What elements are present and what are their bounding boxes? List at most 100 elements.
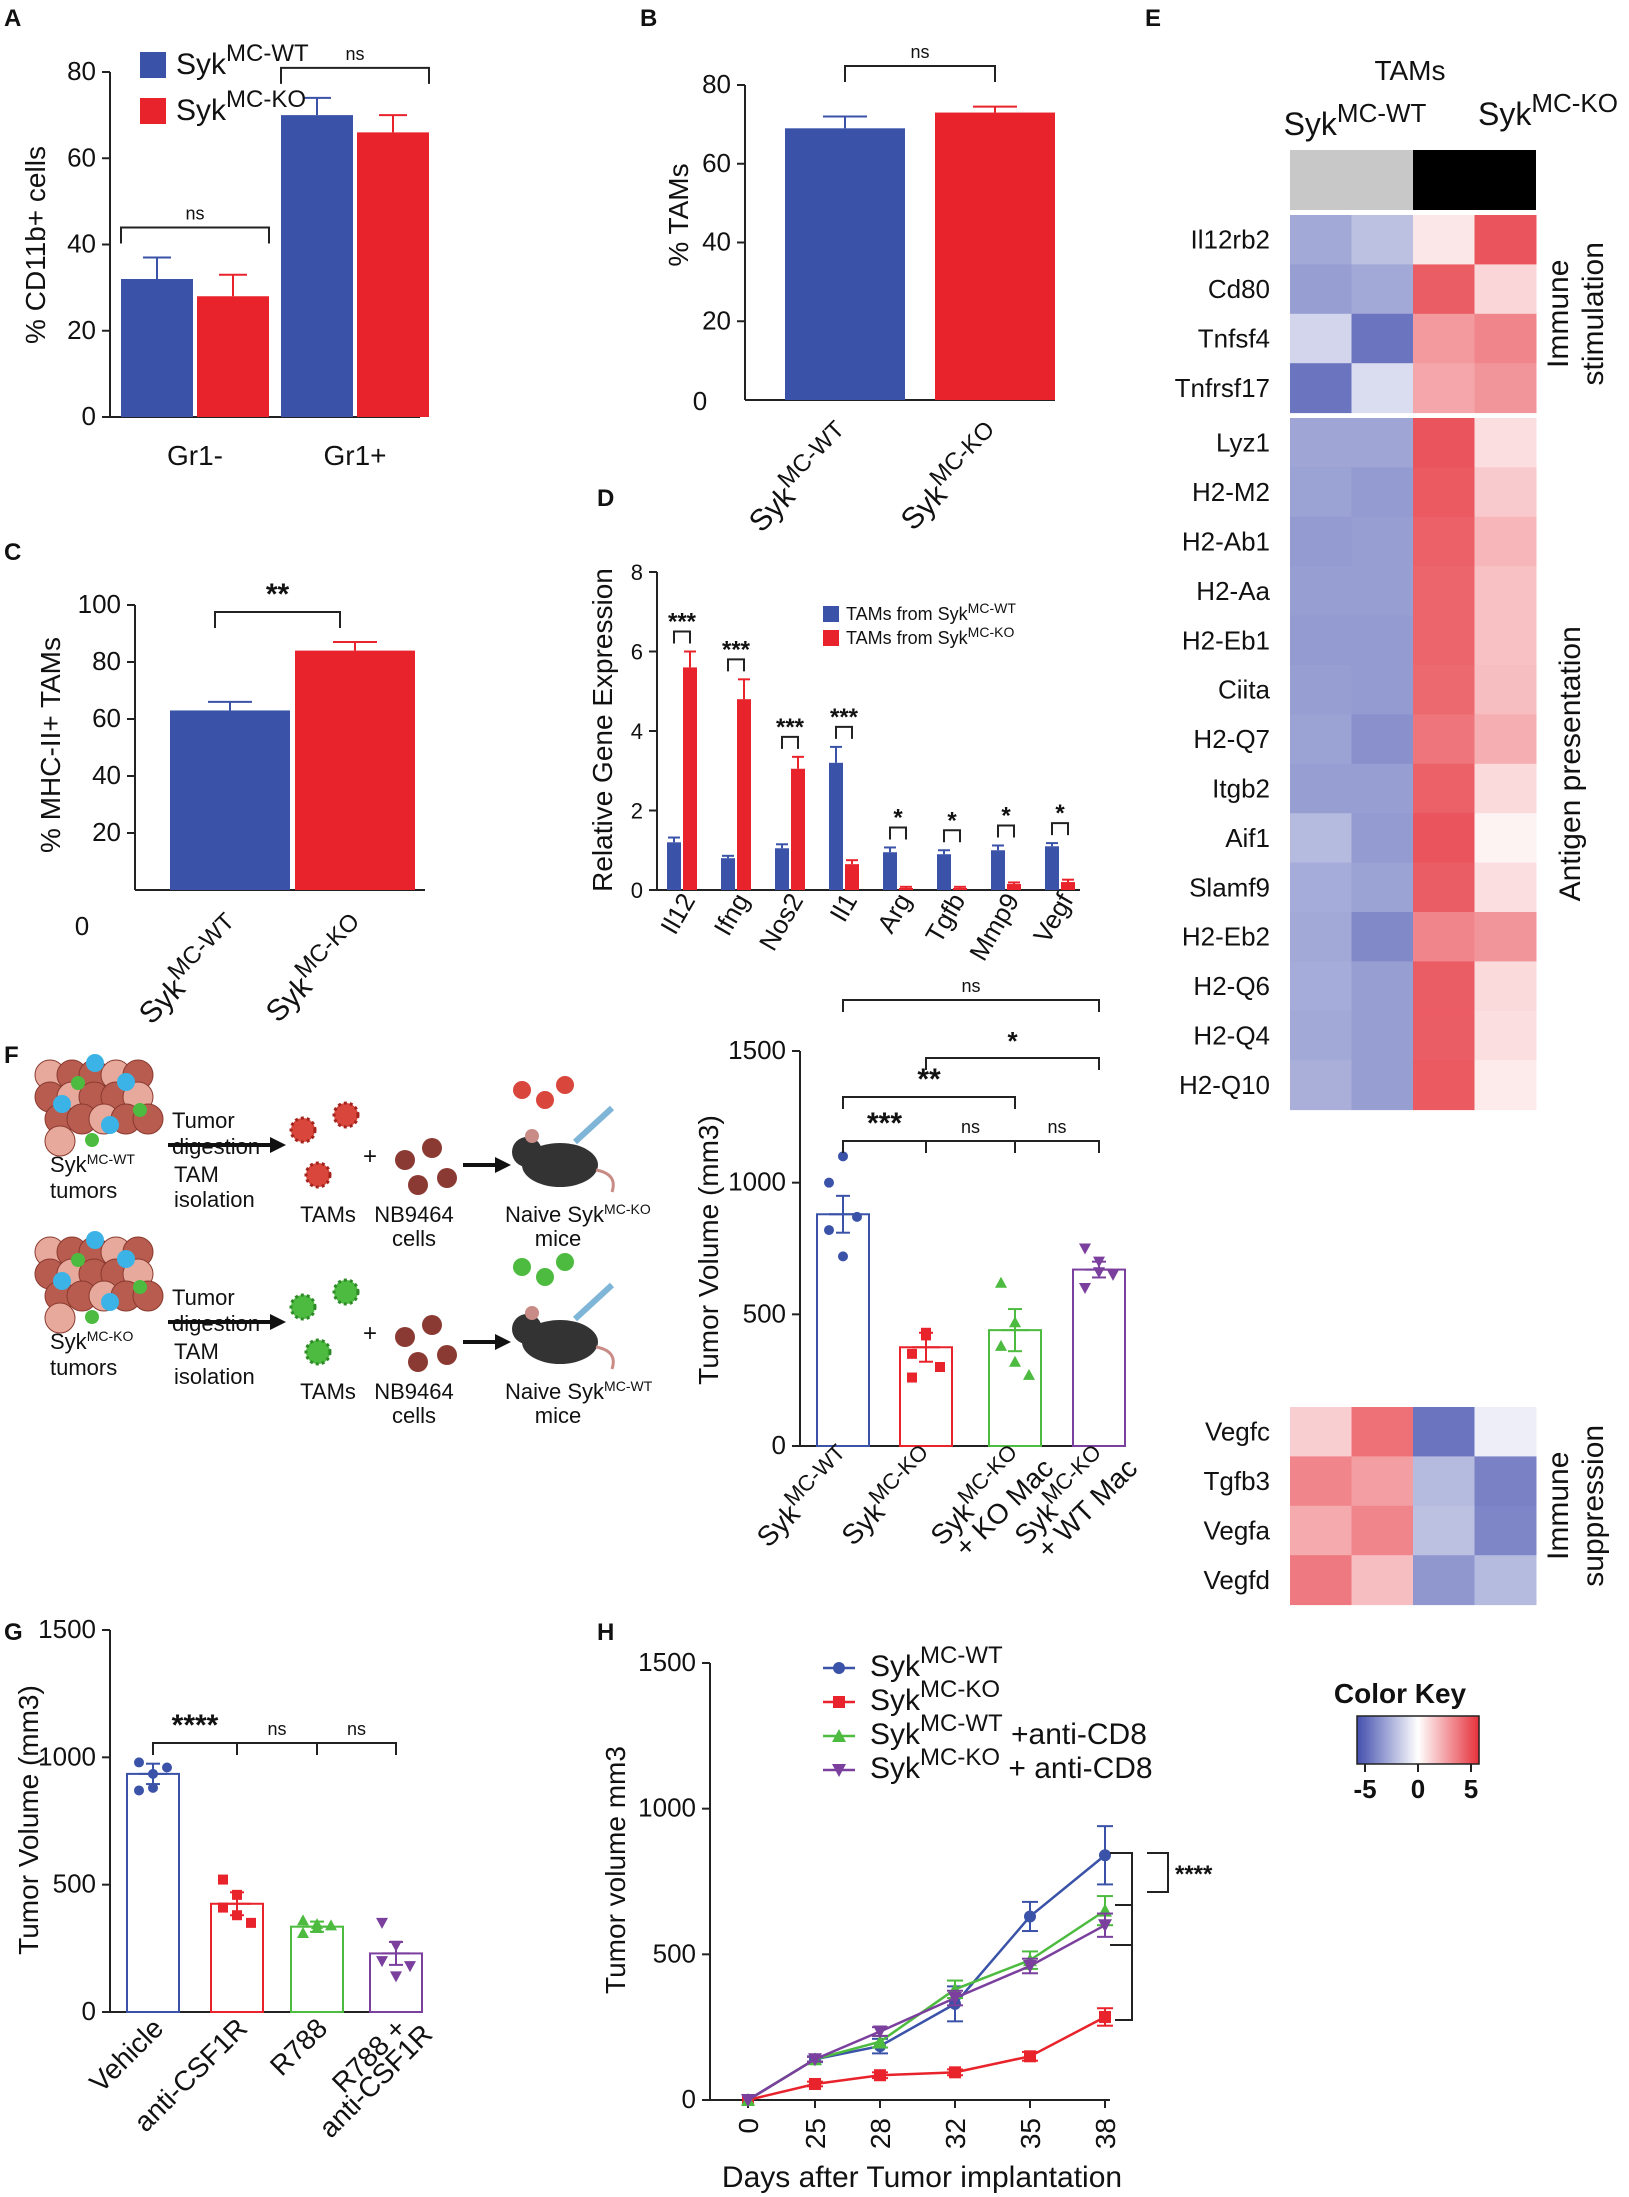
y-tick-label: 80: [67, 56, 96, 86]
heatmap-cell: [1474, 862, 1537, 913]
source-label: SykMC-KO: [50, 1328, 133, 1354]
heatmap-cell: [1413, 813, 1475, 864]
legend-label: SykMC-WT: [176, 40, 309, 81]
x-tick-label: Mmp9: [963, 888, 1025, 966]
data-point: [1098, 1919, 1112, 1933]
significance-bracket: [943, 829, 961, 843]
syringe: [572, 1105, 615, 1145]
significance-bracket: [214, 611, 341, 628]
group-label: Antigen presentation: [1554, 626, 1587, 901]
color-key-cell: [1367, 1716, 1370, 1764]
arrow-head: [270, 1137, 286, 1153]
x-tick-label: 35: [1015, 2118, 1046, 2149]
x-tick-label: SykMC-WT: [127, 908, 250, 1031]
source-label: tumors: [50, 1178, 117, 1203]
heatmap-cell: [1351, 912, 1414, 962]
data-point: [995, 1276, 1007, 1288]
y-axis-label: % MHC-II+ TAMs: [35, 637, 66, 853]
y-tick-label: 8: [631, 560, 643, 585]
color-key-cell: [1393, 1716, 1397, 1764]
color-key-cell: [1426, 1716, 1429, 1764]
heatmap-cell: [1290, 813, 1352, 864]
data-point: [232, 1889, 242, 1900]
significance-label: ns: [1047, 1117, 1066, 1137]
color-key-cell: [1450, 1716, 1454, 1764]
bar: [816, 1213, 870, 1448]
row-label: H2-Eb2: [1182, 922, 1270, 952]
heatmap-cell: [1351, 665, 1414, 715]
heatmap-cell: [1413, 1407, 1475, 1457]
data-point: [1079, 1243, 1091, 1255]
color-key-cell: [1363, 1716, 1366, 1764]
color-key-cell: [1397, 1716, 1401, 1764]
data-point: [162, 1762, 172, 1773]
x-tick-label: Gr1+: [323, 440, 386, 471]
heatmap-cell: [1413, 418, 1475, 468]
row-label: H2-Aa: [1196, 576, 1270, 606]
x-tick-label: Tgfb: [919, 888, 971, 948]
arrow-head: [495, 1157, 511, 1173]
significance-label: *: [893, 804, 903, 831]
row-label: H2-Q10: [1179, 1070, 1270, 1100]
x-tick-label: Nos2: [753, 888, 809, 956]
color-key-cell: [1415, 1716, 1419, 1764]
injected-cell: [513, 1258, 531, 1276]
data-point: [246, 1917, 256, 1928]
step-label: TAM: [174, 1339, 219, 1364]
y-axis-label: % CD11b+ cells: [20, 146, 51, 344]
tumor-illustration: [34, 1231, 164, 1334]
immune-cell: [133, 1280, 147, 1294]
heatmap-cell: [1351, 1505, 1414, 1556]
significance-bracket: [673, 630, 691, 644]
tam-label: TAMs: [300, 1379, 356, 1404]
bar: [126, 1772, 180, 2014]
immune-cell: [53, 1272, 71, 1290]
heatmap-cell: [1474, 763, 1537, 814]
color-key-cell: [1466, 1716, 1470, 1764]
row-label: Ciita: [1218, 675, 1271, 705]
significance-label: ns: [267, 1719, 286, 1739]
data-point: [873, 2034, 887, 2048]
data-point: [232, 1910, 242, 1921]
color-key-cell: [1470, 1716, 1474, 1764]
injected-cell: [513, 1081, 531, 1099]
data-point: [995, 1339, 1007, 1351]
immune-cell: [86, 1054, 104, 1072]
immune-cell: [85, 1310, 99, 1324]
y-tick-label: 500: [653, 1938, 696, 1968]
mice-label: mice: [535, 1403, 581, 1428]
immune-cell: [53, 1095, 71, 1113]
legend-label: SykMC-KO: [870, 1676, 1000, 1717]
row-label: H2-M2: [1192, 477, 1270, 507]
heatmap-cell: [1474, 566, 1537, 617]
data-point: [949, 2066, 961, 2079]
significance-label: ***: [668, 609, 697, 636]
y-axis-label: % TAMs: [663, 163, 694, 266]
data-point: [833, 1662, 845, 1674]
injected-cell: [556, 1253, 574, 1271]
nb-cell: [437, 1345, 457, 1365]
color-key-cell: [1403, 1716, 1407, 1764]
y-tick-label: 1500: [38, 1614, 96, 1644]
data-point: [838, 1251, 848, 1262]
data-point: [1099, 1849, 1111, 1862]
heatmap-cell: [1474, 813, 1537, 864]
heatmap-cell: [1351, 763, 1414, 814]
tumor-illustration: [34, 1054, 164, 1157]
legend-swatch: [823, 606, 839, 622]
heatmap-cell: [1474, 215, 1537, 265]
heatmap-cell: [1351, 215, 1414, 265]
y-tick-label: 0: [682, 2084, 696, 2114]
heatmap-cell: [1413, 1555, 1475, 1606]
color-key-cell: [1359, 1716, 1362, 1764]
tumor-cell: [44, 1302, 76, 1334]
tam-cell: [289, 1116, 317, 1144]
heatmap-cell: [1351, 1010, 1414, 1061]
legend-label: SykMC-WT: [870, 1642, 1003, 1683]
heatmap-cell: [1413, 961, 1475, 1012]
y-tick-label: 20: [702, 305, 731, 335]
significance-bracket: [925, 1140, 1016, 1153]
heatmap-cell: [1351, 467, 1414, 518]
color-key-cell: [1373, 1716, 1376, 1764]
data-point: [1107, 1269, 1119, 1281]
